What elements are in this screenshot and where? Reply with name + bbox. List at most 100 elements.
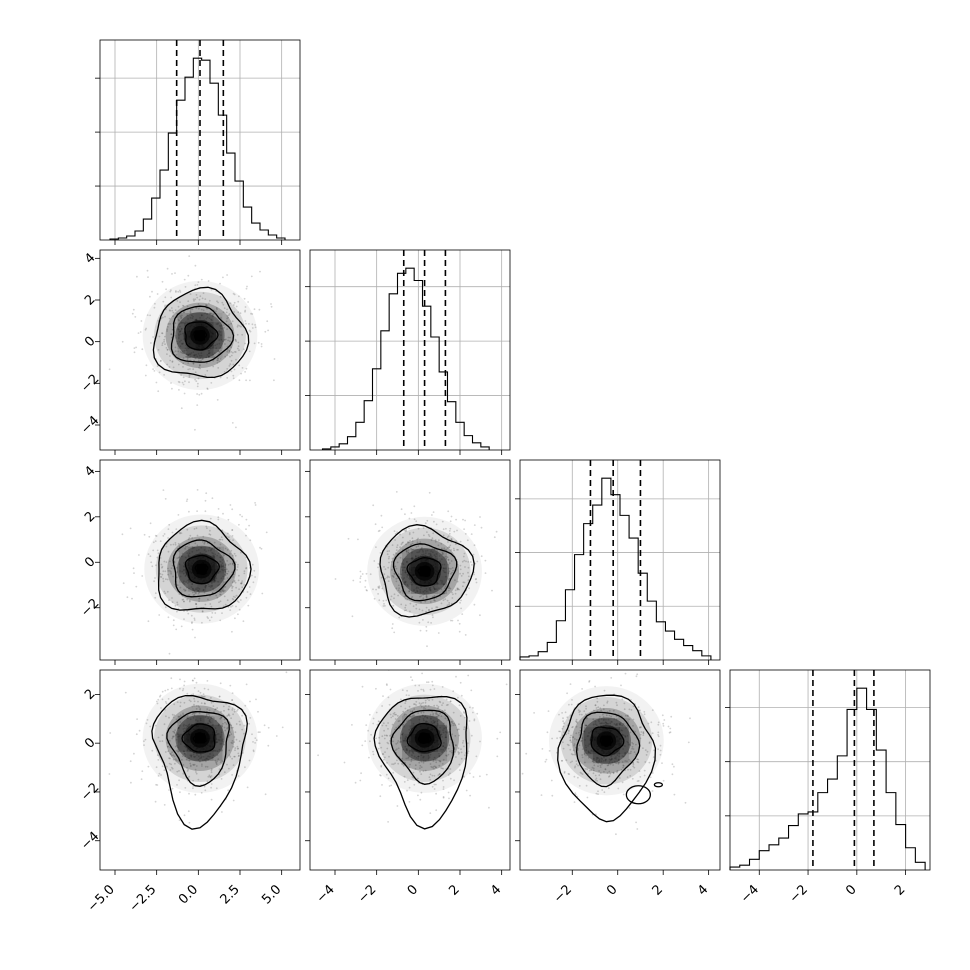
scatter-point [573,753,576,756]
scatter-point [206,713,208,716]
scatter-point [208,352,210,355]
scatter-point [210,769,213,772]
scatter-point [610,677,613,679]
density-peak [419,566,430,577]
scatter-point [187,362,190,364]
scatter-point [628,758,631,761]
scatter-point [448,530,451,532]
scatter-point [178,550,180,552]
scatter-point [448,570,451,573]
scatter-point [347,537,350,540]
scatter-point [427,704,430,707]
scatter-point [244,306,247,308]
scatter-point [222,565,225,568]
scatter-point [444,567,447,570]
scatter-point [638,770,641,772]
scatter-point [401,757,403,760]
scatter-point [451,567,454,569]
scatter-point [364,579,367,582]
scatter-point [381,753,384,755]
scatter-point [419,548,422,551]
scatter-point [263,724,266,727]
scatter-point [455,744,457,747]
scatter-point [231,529,234,531]
scatter-point [163,560,166,563]
scatter-point [210,775,213,777]
scatter-point [245,322,247,325]
scatter-point [450,619,452,622]
scatter-point [431,555,433,558]
density-pixel [213,751,223,761]
scatter-point [443,727,446,730]
scatter-point [221,562,224,565]
scatter-point [394,539,396,541]
scatter-point [165,347,168,349]
scatter-point [133,572,135,574]
scatter-point [192,589,195,592]
scatter-point [245,567,247,570]
scatter-point [184,755,187,758]
scatter-point [237,311,240,314]
scatter-point [197,705,199,707]
scatter-point [194,357,197,360]
scatter-point [178,819,181,821]
scatter-point [476,712,479,715]
scatter-point [379,774,381,776]
density-pixel [213,339,223,349]
scatter-point [237,324,239,327]
scatter-point [447,747,450,750]
scatter-point [189,356,191,359]
scatter-point [584,713,587,716]
scatter-point [377,563,380,565]
scatter-point [398,720,401,722]
scatter-point [226,726,229,729]
scatter-point [220,577,223,580]
scatter-point [625,714,627,717]
density-pixel [583,718,593,728]
density-pixel [179,555,189,565]
scatter-point [422,550,424,553]
scatter-point [440,733,443,736]
density-pixel [592,718,602,728]
scatter-point [220,325,222,328]
scatter-point [177,327,180,330]
scatter-point [387,728,389,730]
scatter-point [426,645,428,648]
scatter-point [157,775,160,777]
scatter-point [186,579,189,582]
scatter-point [381,784,383,786]
scatter-point [174,733,177,736]
scatter-point [222,590,225,593]
scatter-point [470,533,473,535]
scatter-point [410,758,413,761]
scatter-point [273,358,276,360]
scatter-point [193,617,196,620]
scatter-point [636,828,639,830]
scatter-point [448,567,451,570]
scatter-point [190,755,193,757]
scatter-point [436,606,439,609]
scatter-point [232,595,235,598]
scatter-point [446,755,448,757]
scatter-point [236,747,239,750]
scatter-point [179,325,181,328]
scatter-point [598,758,601,761]
scatter-point [403,566,405,569]
scatter-point [184,590,186,592]
contour-line [194,563,209,576]
scatter-point [484,559,487,562]
scatter-point [438,773,441,775]
scatter-point [379,795,382,798]
scatter-point [418,621,421,624]
scatter-point [199,551,202,554]
scatter-point [598,718,601,721]
scatter-point [223,371,226,373]
scatter-point [464,566,466,568]
panel-plot-area [108,671,288,830]
scatter-point [199,757,201,760]
scatter-point [438,719,440,721]
scatter-point [195,606,198,609]
scatter-point [208,546,211,549]
scatter-point [430,622,432,624]
scatter-point [608,770,611,773]
